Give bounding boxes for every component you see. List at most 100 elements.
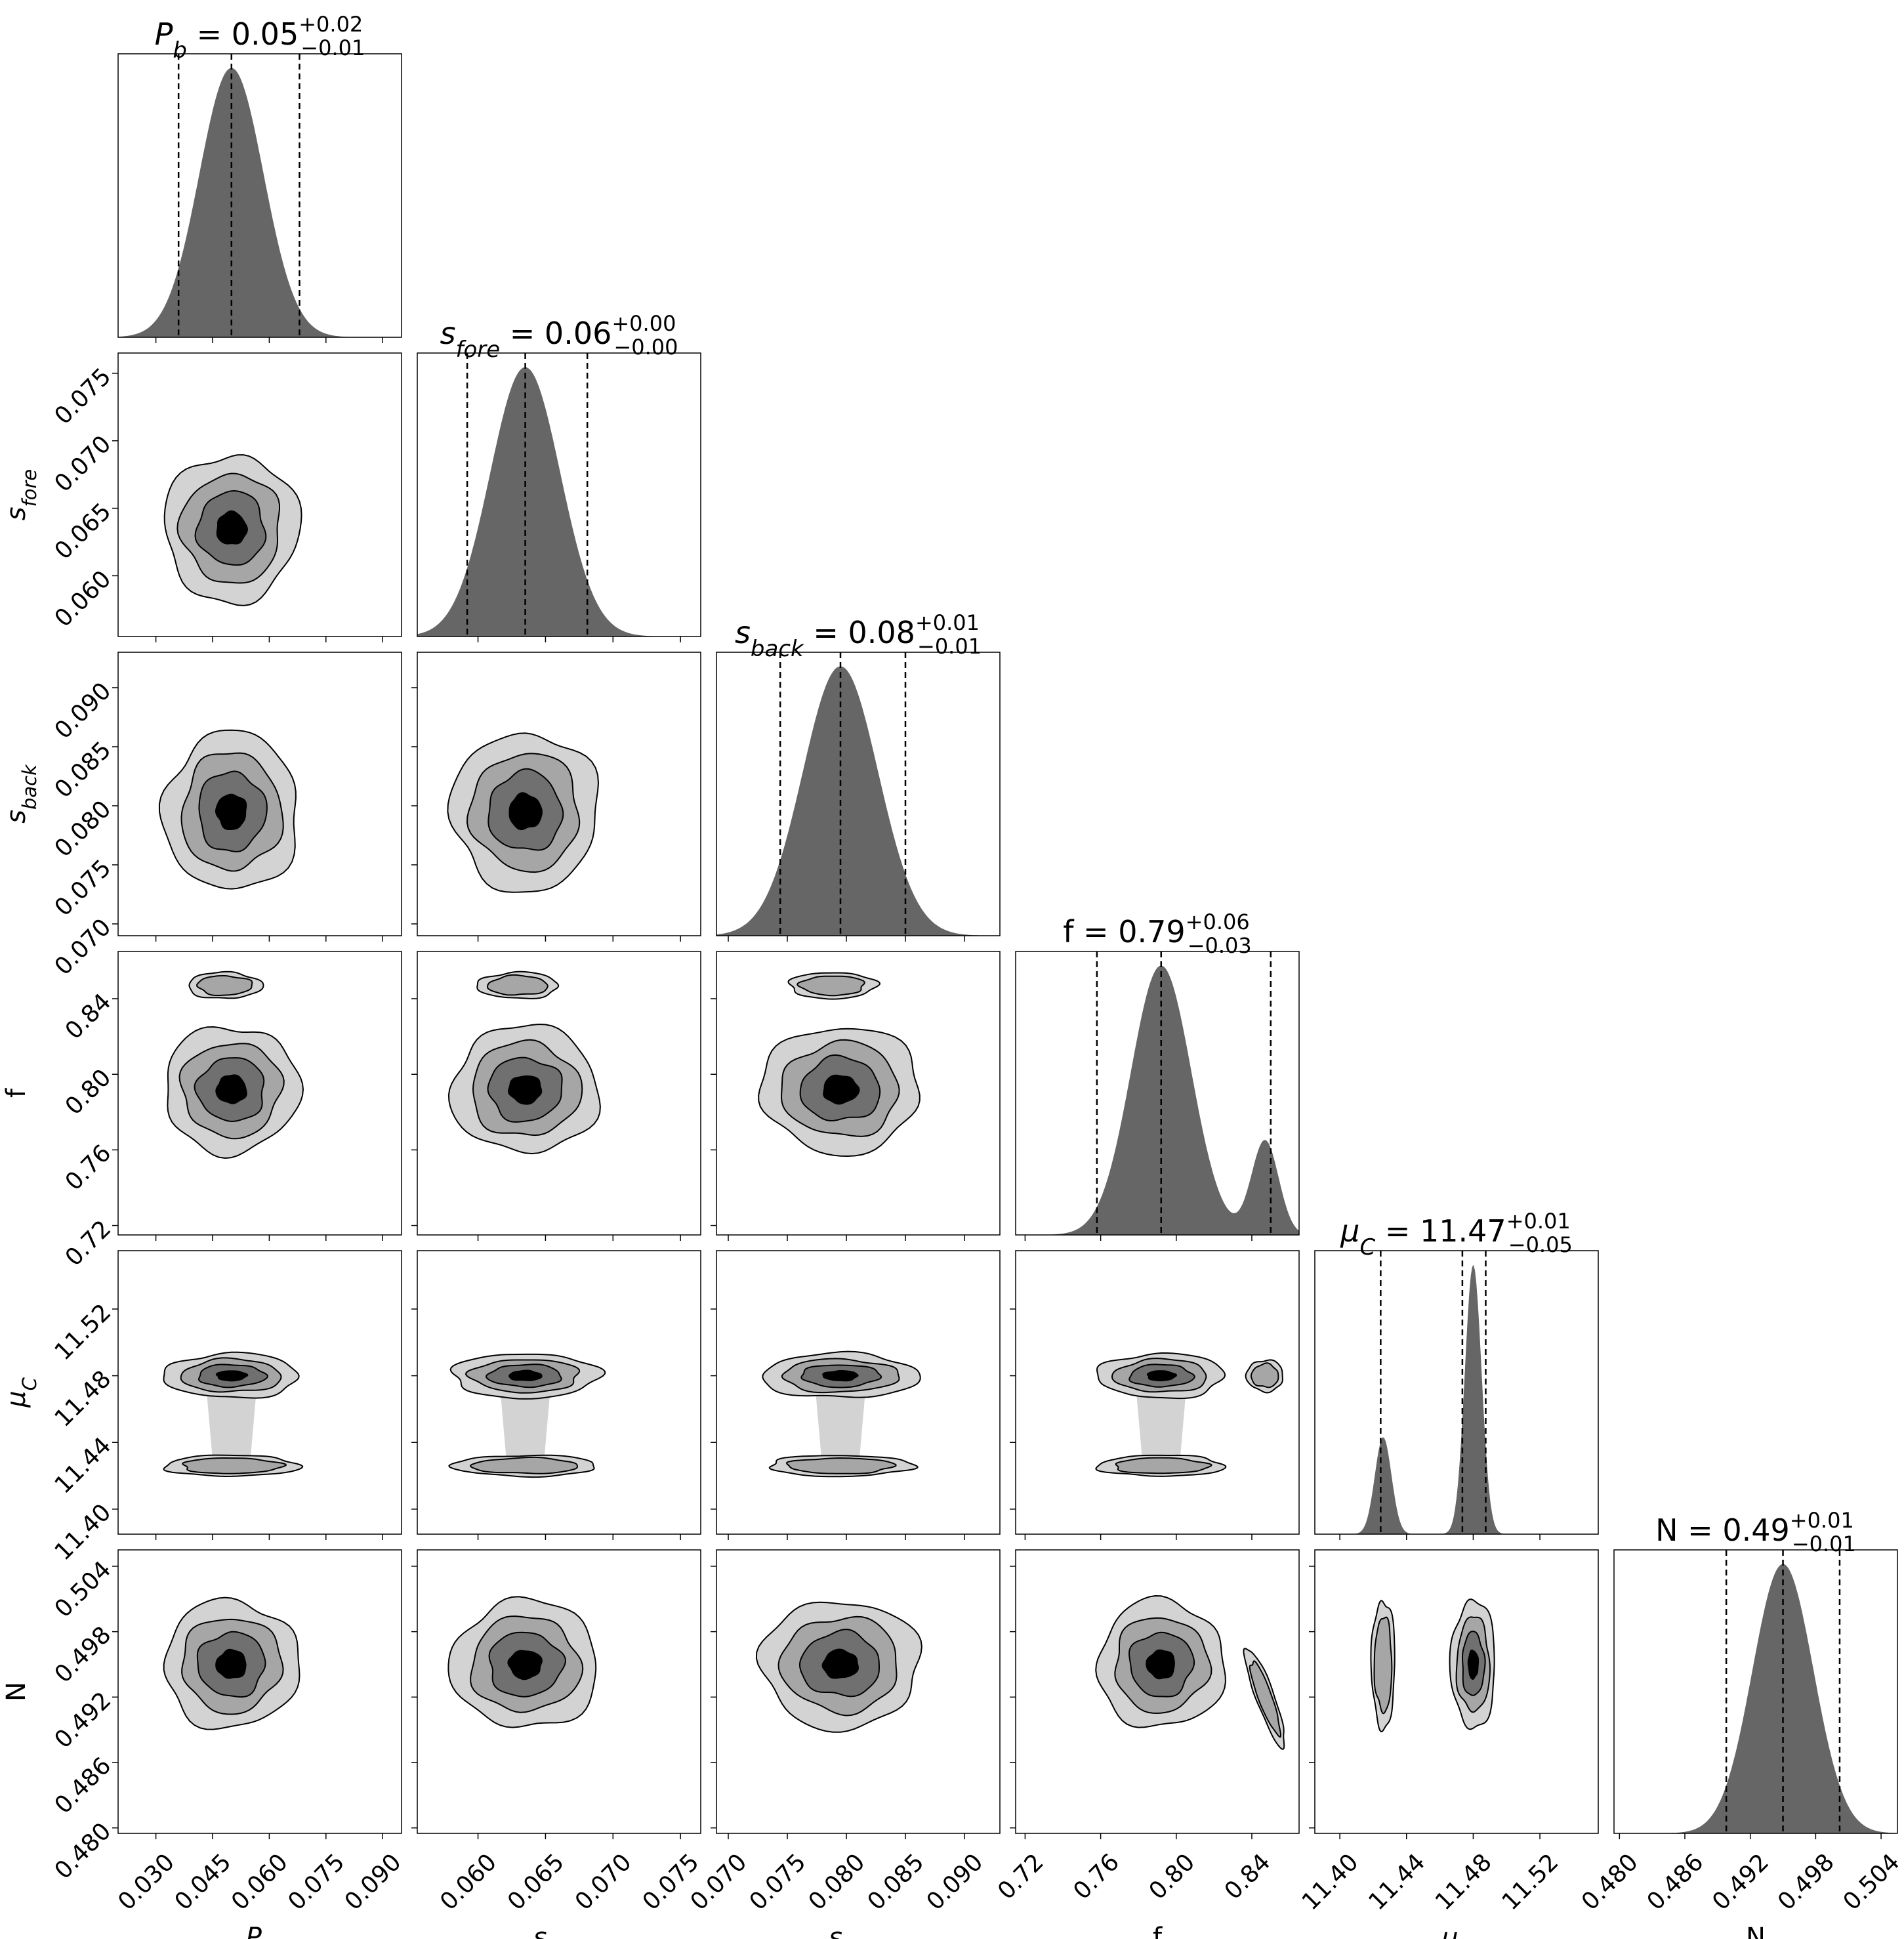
x-tick-label: 0.085 <box>863 1848 930 1915</box>
x-axis-label-f: f <box>1153 1923 1163 1939</box>
contour-level-4 <box>821 1648 859 1679</box>
panel-title-muC: μC = 11.47+0.01 −0.05 <box>1340 1209 1573 1261</box>
contour-panel-muC-N <box>1314 1549 1599 1834</box>
histogram-sfore: sfore = 0.06+0.00 −0.00 <box>417 311 701 637</box>
contour-level-4 <box>215 793 247 830</box>
contour-level-4 <box>507 1650 543 1680</box>
contour-level-4 <box>215 1648 247 1679</box>
y-tick-label: 0.075 <box>50 854 117 921</box>
contour-level-2 <box>487 974 548 996</box>
x-tick-label: 0.84 <box>1220 1848 1276 1905</box>
x-axis-label-N: N <box>1746 1923 1766 1939</box>
x-tick-label: 0.090 <box>922 1848 989 1915</box>
y-tick-label: 0.065 <box>50 498 117 565</box>
x-tick-label: 0.480 <box>1577 1848 1644 1915</box>
y-tick-label: 0.480 <box>50 1818 117 1885</box>
x-tick-label: 0.065 <box>503 1848 569 1915</box>
y-tick-label: 0.070 <box>50 913 117 980</box>
histogram-fill <box>118 68 402 337</box>
histogram-f: f = 0.79+0.06 −0.03 <box>1015 909 1300 1236</box>
panel-frame <box>117 1250 402 1535</box>
x-tick-label: 0.060 <box>226 1848 293 1915</box>
x-tick-label: 0.070 <box>570 1848 637 1915</box>
y-tick-label: 0.060 <box>50 566 117 633</box>
contour-panel-f-muC <box>1015 1250 1300 1535</box>
panel-frame <box>117 352 402 637</box>
y-axis-label-f: f <box>1 1088 31 1098</box>
panel-frame <box>117 1549 402 1834</box>
panel-frame <box>1314 1549 1599 1834</box>
contour-panel-sfore-sback <box>417 652 701 936</box>
contour-level-2 <box>785 1457 897 1474</box>
y-tick-label: 0.085 <box>50 736 117 803</box>
panel-title-sfore: sfore = 0.06+0.00 −0.00 <box>440 311 678 363</box>
y-tick-label: 0.498 <box>50 1621 117 1688</box>
x-tick-label: 0.060 <box>435 1848 502 1915</box>
x-tick-label: 0.486 <box>1642 1848 1709 1915</box>
contour-panel-Pb-N <box>117 1549 402 1834</box>
contour-level-4 <box>215 1370 249 1382</box>
panel-frame <box>417 1250 701 1535</box>
y-tick-label: 0.075 <box>50 363 117 430</box>
contour-level-4 <box>508 1369 543 1381</box>
contour-panel-sfore-f <box>417 951 701 1236</box>
y-tick-label: 0.080 <box>50 795 117 862</box>
panel-frame <box>117 652 402 936</box>
y-tick-label: 0.84 <box>60 988 117 1045</box>
y-tick-label: 11.48 <box>50 1366 117 1432</box>
x-tick-label: 11.44 <box>1363 1848 1430 1915</box>
histogram-sback: sback = 0.08+0.01 −0.01 <box>716 610 1001 936</box>
panel-frame <box>716 1549 1001 1834</box>
x-tick-label: 0.030 <box>113 1848 180 1915</box>
contour-panel-Pb-f <box>117 951 402 1236</box>
contour-level-2 <box>1115 1457 1212 1474</box>
x-tick-label: 11.48 <box>1430 1848 1497 1915</box>
y-tick-label: 11.44 <box>50 1432 117 1499</box>
histogram-fill <box>1614 1564 1897 1833</box>
panel-frame <box>417 951 701 1236</box>
x-axis-label-sback: sback <box>829 1923 888 1939</box>
contour-level-4 <box>508 1075 543 1105</box>
contour-level-4 <box>1146 1649 1175 1680</box>
contour-level-4 <box>822 1370 859 1382</box>
x-tick-label: 0.075 <box>283 1848 350 1915</box>
panel-frame <box>1015 1250 1300 1535</box>
panel-title-sback: sback = 0.08+0.01 −0.01 <box>735 610 982 662</box>
x-axis-label-Pb: Pb <box>246 1923 274 1939</box>
contour-panel-sback-f <box>716 951 1001 1236</box>
x-tick-label: 0.76 <box>1068 1848 1125 1905</box>
panel-frame <box>1314 1250 1599 1535</box>
y-axis-label-N: N <box>1 1682 31 1701</box>
panel-frame <box>716 951 1001 1236</box>
x-tick-label: 11.40 <box>1297 1848 1364 1915</box>
contour-level-2 <box>196 975 253 996</box>
contour-level-2 <box>182 1457 287 1474</box>
panel-frame <box>1015 1549 1300 1834</box>
x-tick-label: 11.52 <box>1497 1848 1564 1915</box>
panel-frame <box>1015 951 1300 1236</box>
histogram-muC: μC = 11.47+0.01 −0.05 <box>1314 1209 1599 1535</box>
x-tick-label: 0.498 <box>1773 1848 1840 1915</box>
contour-panel-sback-muC <box>716 1250 1001 1535</box>
panel-title-f: f = 0.79+0.06 −0.03 <box>1063 909 1252 958</box>
contour-panel-Pb-sback <box>117 652 402 936</box>
y-tick-label: 0.070 <box>50 430 117 497</box>
x-tick-label: 0.045 <box>170 1848 237 1915</box>
panel-frame <box>417 1549 701 1834</box>
contour-level-2 <box>797 975 865 997</box>
panel-title-N: N = 0.49+0.01 −0.01 <box>1655 1508 1856 1556</box>
histogram-fill <box>1016 965 1299 1235</box>
y-tick-label: 0.76 <box>60 1140 117 1196</box>
contour-level-2 <box>1250 1362 1279 1388</box>
y-axis-label-sfore: sfore <box>1 469 41 521</box>
x-axis-label-muC: μC <box>1441 1923 1472 1939</box>
x-tick-label: 0.080 <box>804 1848 871 1915</box>
histogram-Pb: Pb = 0.05+0.02 −0.01 <box>117 12 402 338</box>
x-tick-label: 0.504 <box>1838 1848 1904 1915</box>
panel-frame <box>716 1250 1001 1535</box>
contour-level-4 <box>1467 1649 1480 1680</box>
x-tick-label: 0.075 <box>745 1848 812 1915</box>
panel-title-Pb: Pb = 0.05+0.02 −0.01 <box>155 12 365 64</box>
panel-frame <box>117 53 402 338</box>
